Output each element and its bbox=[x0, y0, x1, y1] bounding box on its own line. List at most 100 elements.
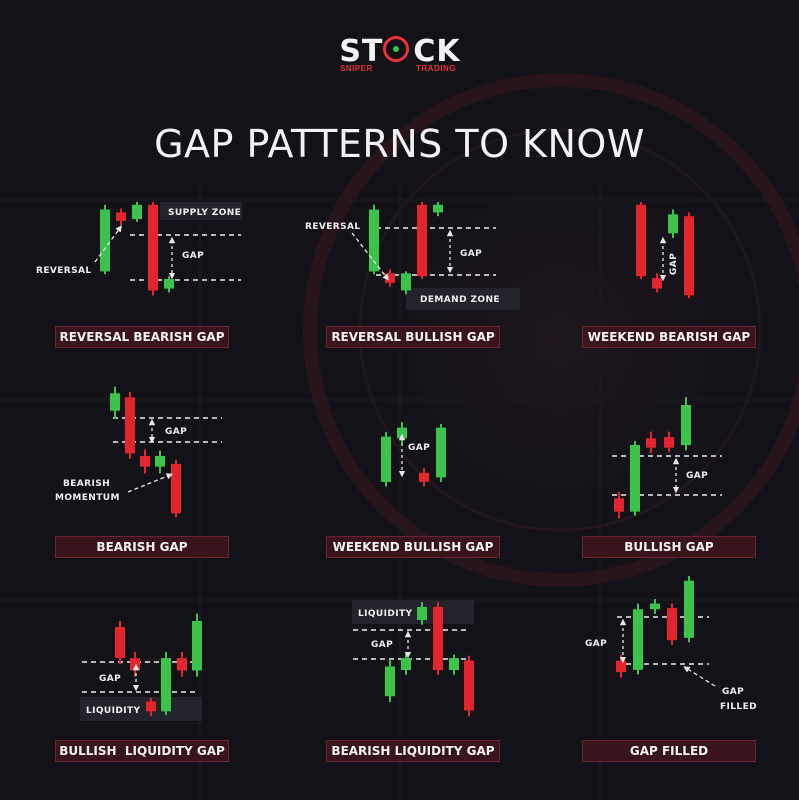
candle-bull bbox=[132, 201, 142, 222]
pattern-caption: BULLISH GAP bbox=[582, 536, 756, 558]
pattern-label: GAP bbox=[460, 249, 482, 259]
pattern-label: LIQUIDITY bbox=[86, 706, 141, 716]
pointer-arrow bbox=[127, 473, 174, 493]
candle-bull bbox=[381, 432, 391, 487]
candle-body bbox=[633, 609, 643, 670]
candle-bear bbox=[419, 468, 429, 487]
candle-body bbox=[132, 204, 142, 220]
candle-body bbox=[464, 660, 474, 711]
candle-body bbox=[164, 279, 174, 289]
candle-body bbox=[664, 437, 674, 448]
candle-body bbox=[652, 278, 662, 289]
candle-body bbox=[630, 445, 640, 512]
candle-bear bbox=[646, 431, 656, 453]
candle-body bbox=[684, 580, 694, 638]
candle-body bbox=[116, 212, 126, 221]
candle-bear bbox=[140, 449, 150, 474]
candle-body bbox=[417, 606, 427, 620]
candle-body bbox=[684, 216, 694, 296]
pattern-label: GAP bbox=[722, 687, 744, 697]
pointer-arrow bbox=[351, 232, 389, 281]
candle-body bbox=[146, 701, 156, 712]
candle-body bbox=[667, 608, 677, 641]
candle-body bbox=[115, 627, 125, 659]
candle-bull bbox=[161, 651, 171, 716]
candle-bull bbox=[401, 271, 411, 295]
brand-wordmark: ST CK bbox=[330, 34, 470, 69]
candle-body bbox=[369, 209, 379, 272]
page-title: GAP PATTERNS TO KNOW bbox=[154, 122, 645, 166]
pattern-label: SUPPLY ZONE bbox=[168, 208, 241, 218]
pattern-label: DEMAND ZONE bbox=[420, 295, 500, 305]
candle-body bbox=[636, 204, 646, 277]
candle-bear bbox=[614, 491, 624, 519]
candle-bull bbox=[633, 603, 643, 675]
pattern-caption: BULLISH LIQUIDITY GAP bbox=[55, 740, 229, 762]
candle-body bbox=[449, 658, 459, 670]
candle-bull bbox=[436, 424, 446, 482]
candle-body bbox=[381, 436, 391, 482]
zone-label-box bbox=[160, 202, 242, 220]
candle-bear bbox=[146, 697, 156, 717]
candle-bear bbox=[116, 208, 126, 226]
candle-body bbox=[125, 397, 135, 454]
candle-body bbox=[192, 620, 202, 671]
crosshair-icon bbox=[383, 36, 409, 62]
zone-label-box bbox=[352, 600, 474, 624]
candle-body bbox=[177, 658, 187, 671]
candle-bear bbox=[115, 620, 125, 665]
pattern-8: LIQUIDITY GAP bbox=[352, 600, 474, 717]
candle-bear bbox=[130, 651, 140, 677]
brand-logo: ST CK SNIPER TRADING bbox=[0, 30, 799, 80]
candle-bear bbox=[667, 603, 677, 645]
candle-bear bbox=[177, 651, 187, 677]
pattern-4: GAP BEARISH MOMENTUM bbox=[55, 386, 222, 518]
candle-bull bbox=[155, 450, 165, 474]
pattern-label: BEARISH bbox=[63, 479, 110, 489]
candle-body bbox=[385, 273, 395, 283]
pattern-5: GAP bbox=[381, 422, 446, 487]
brand-name-left: ST bbox=[339, 34, 384, 69]
candle-bull bbox=[192, 613, 202, 677]
candle-bull bbox=[110, 386, 120, 419]
candle-bear bbox=[464, 655, 474, 717]
pointer-arrow bbox=[94, 225, 122, 263]
candle-bull bbox=[650, 599, 660, 614]
pattern-label: LIQUIDITY bbox=[358, 609, 413, 619]
candle-bull bbox=[417, 602, 427, 625]
candle-body bbox=[110, 393, 120, 411]
pattern-caption: BEARISH LIQUIDITY GAP bbox=[326, 740, 500, 762]
candle-bear bbox=[684, 212, 694, 299]
pattern-caption: WEEKEND BULLISH GAP bbox=[326, 536, 500, 558]
candle-body bbox=[100, 209, 110, 272]
candle-bear bbox=[148, 201, 158, 296]
candle-body bbox=[161, 658, 171, 712]
pattern-label: GAP bbox=[165, 427, 187, 437]
candle-bull bbox=[369, 204, 379, 275]
candle-bull bbox=[681, 397, 691, 451]
pattern-caption: GAP FILLED bbox=[582, 740, 756, 762]
candle-bear bbox=[433, 602, 443, 675]
zone-label-box bbox=[80, 697, 202, 721]
pattern-caption: REVERSAL BEARISH GAP bbox=[55, 326, 229, 348]
candle-bull bbox=[433, 201, 443, 217]
pattern-label: MOMENTUM bbox=[55, 493, 120, 503]
candle-body bbox=[646, 438, 656, 448]
candle-body bbox=[614, 498, 624, 512]
pattern-label: GAP bbox=[669, 253, 679, 275]
candle-bull bbox=[668, 209, 678, 239]
candle-bear bbox=[636, 201, 646, 280]
pointer-arrow bbox=[683, 666, 716, 687]
pattern-7: GAP LIQUIDITY bbox=[80, 613, 202, 721]
pattern-1: SUPPLY ZONE GAP REVERSAL bbox=[36, 201, 242, 296]
pattern-caption: WEEKEND BEARISH GAP bbox=[582, 326, 756, 348]
candle-bear bbox=[652, 273, 662, 293]
candle-body bbox=[668, 214, 678, 234]
candle-bull bbox=[100, 204, 110, 275]
pattern-label: GAP bbox=[99, 674, 121, 684]
candle-bear bbox=[616, 655, 626, 678]
candle-bull bbox=[630, 441, 640, 516]
candle-bull bbox=[401, 653, 411, 675]
